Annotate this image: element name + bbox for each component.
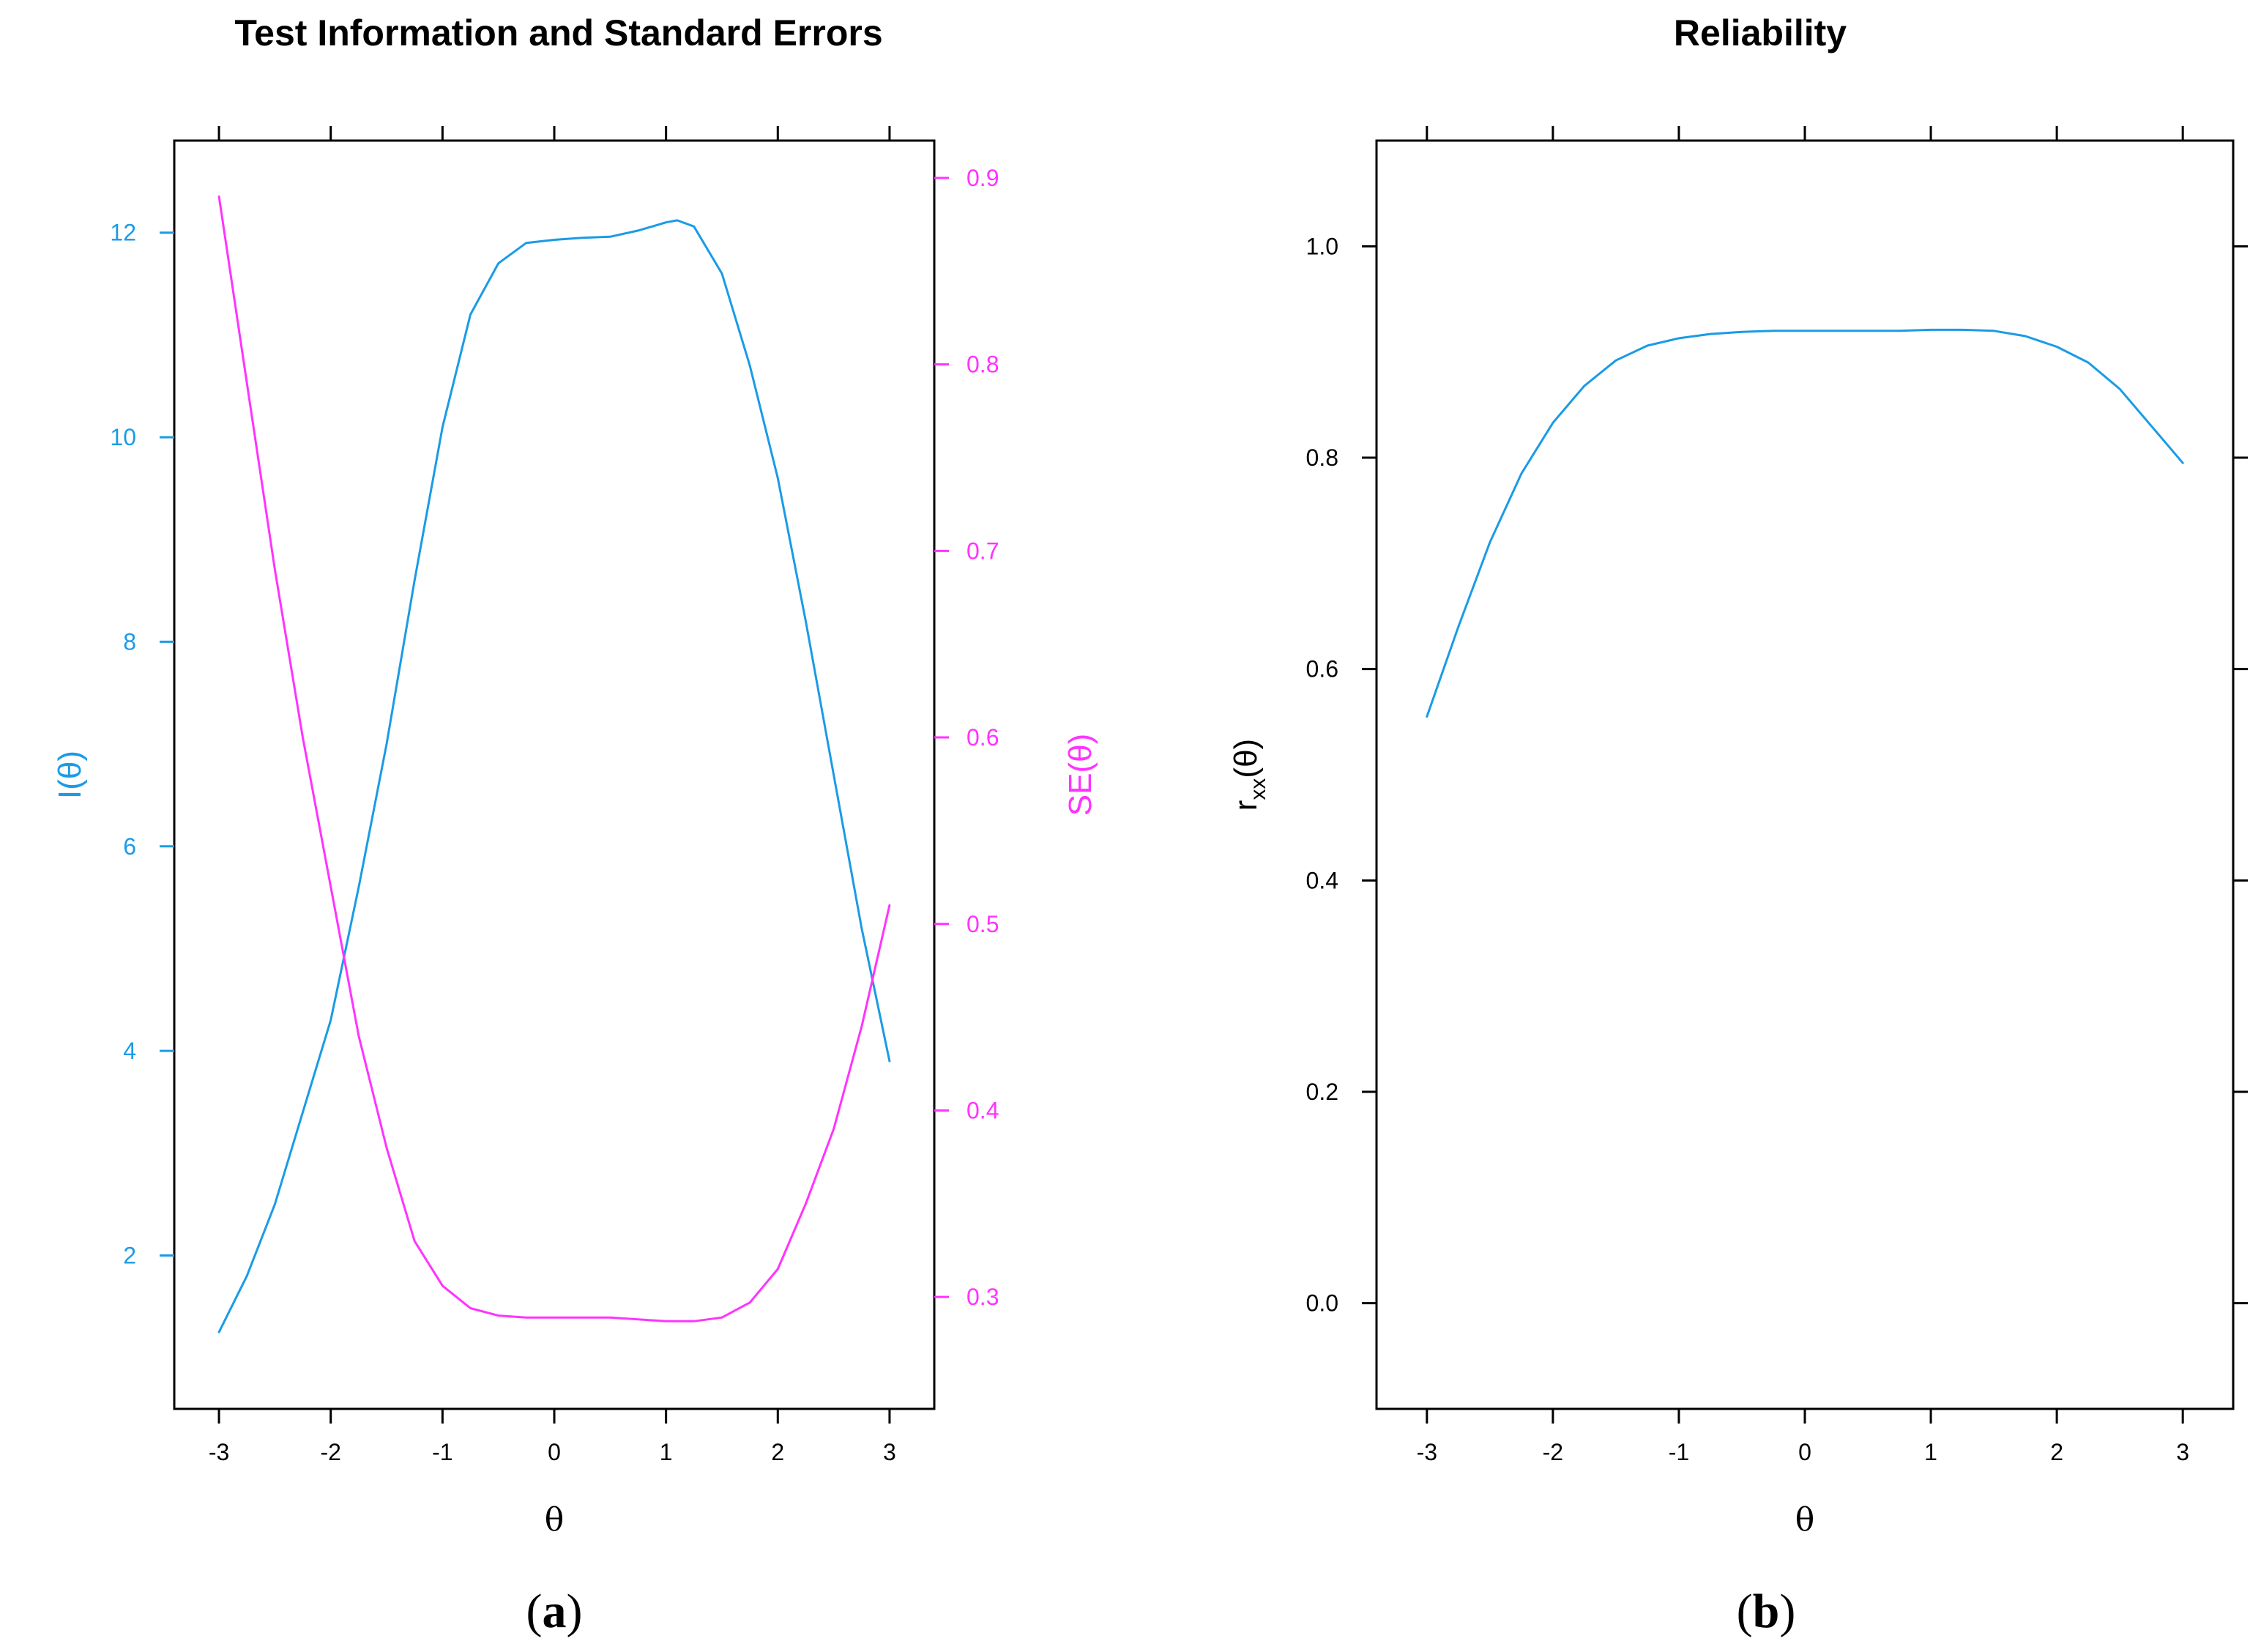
chart-a-x-tick-label: -3 [209, 1439, 229, 1465]
chart-b-x-tick-label: -1 [1669, 1439, 1689, 1465]
chart-b-y-tick-label: 0.2 [1306, 1079, 1338, 1105]
chart-b-reliability-line [1426, 328, 2184, 718]
chart-a-se-line [217, 195, 891, 1322]
panel-label-b-letter: b [1753, 1585, 1780, 1638]
chart-a: Test Information and Standard Errors -3-… [52, 12, 1098, 1638]
chart-a-y-tick-label-left: 12 [110, 220, 136, 246]
chart-b-y-tick-label: 0.6 [1306, 656, 1338, 682]
chart-a-y-tick-label-left: 2 [123, 1242, 136, 1268]
chart-a-y-tick-label-right: 0.8 [966, 351, 999, 378]
chart-a-information-line [217, 219, 891, 1333]
chart-b-x-axis: -3 -2 -1 0 1 2 3 [1417, 126, 2189, 1465]
chart-b-x-label: θ [1795, 1501, 1815, 1538]
chart-b-y-tick-label: 0.4 [1306, 867, 1338, 893]
chart-a-x-tick-label: -2 [320, 1439, 340, 1465]
chart-a-y-axis-right: 0.3 0.4 0.5 0.6 0.7 0.8 0.9 [934, 165, 999, 1310]
chart-a-title: Test Information and Standard Errors [234, 12, 882, 53]
chart-b-x-tick-label: 3 [2176, 1439, 2189, 1465]
chart-b-y-label-tail: (θ) [1228, 739, 1264, 778]
chart-a-y-tick-label-right: 0.6 [966, 724, 999, 751]
chart-a-y-tick-label-left: 6 [123, 833, 136, 860]
chart-b-x-tick-label: 1 [1924, 1439, 1937, 1465]
chart-a-y-tick-label-right: 0.9 [966, 165, 999, 191]
chart-a-y-tick-label-left: 4 [123, 1038, 136, 1064]
panel-label-b: (b) [1737, 1585, 1796, 1638]
chart-b-y-label-sub: xx [1246, 778, 1270, 800]
chart-a-x-tick-label: 2 [771, 1439, 784, 1465]
chart-a-y-tick-label-right: 0.3 [966, 1284, 999, 1310]
chart-a-x-tick-label: 3 [883, 1439, 896, 1465]
chart-a-y-label-left: I(θ) [52, 751, 88, 799]
chart-b-x-tick-label: -3 [1417, 1439, 1437, 1465]
chart-b-x-tick-label: -2 [1543, 1439, 1563, 1465]
chart-a-x-tick-label: 0 [548, 1439, 561, 1465]
chart-b: Reliability -3 -2 -1 0 1 2 3 0.0 0.2 0.4 0.6 0.8 1.… [1228, 12, 2248, 1638]
chart-a-y-label-right: SE(θ) [1062, 734, 1098, 816]
panel-label-a: (a) [526, 1585, 583, 1638]
chart-a-frame [173, 139, 936, 1410]
chart-a-y-tick-label-left: 10 [110, 424, 136, 450]
chart-a-x-label: θ [545, 1501, 565, 1538]
chart-a-y-tick-label-right: 0.7 [966, 537, 999, 564]
chart-b-y-tick-label: 0.8 [1306, 444, 1338, 471]
chart-a-plot-area [217, 195, 891, 1333]
chart-a-x-axis: -3 -2 -1 0 1 2 3 [209, 126, 896, 1465]
chart-b-plot-area [1426, 328, 2184, 718]
chart-b-y-tick-label: 0.0 [1306, 1290, 1338, 1317]
chart-b-y-label: rxx(θ) [1228, 739, 1270, 811]
chart-b-title: Reliability [1674, 12, 1847, 53]
chart-b-y-tick-label: 1.0 [1306, 233, 1338, 259]
chart-a-x-tick-label: 1 [660, 1439, 673, 1465]
chart-a-y-tick-label-right: 0.4 [966, 1097, 999, 1123]
chart-a-y-axis-left: 2 4 6 8 10 12 [110, 220, 174, 1268]
chart-a-x-tick-label: -1 [432, 1439, 452, 1465]
chart-b-y-axis: 0.0 0.2 0.4 0.6 0.8 1.0 [1306, 233, 2248, 1317]
panel-label-a-letter: a [543, 1585, 567, 1638]
chart-a-y-tick-label-left: 8 [123, 628, 136, 655]
chart-a-y-tick-label-right: 0.5 [966, 911, 999, 937]
chart-b-y-label-main: r [1228, 800, 1264, 811]
chart-b-x-tick-label: 2 [2050, 1439, 2063, 1465]
chart-b-x-tick-label: 0 [1798, 1439, 1811, 1465]
